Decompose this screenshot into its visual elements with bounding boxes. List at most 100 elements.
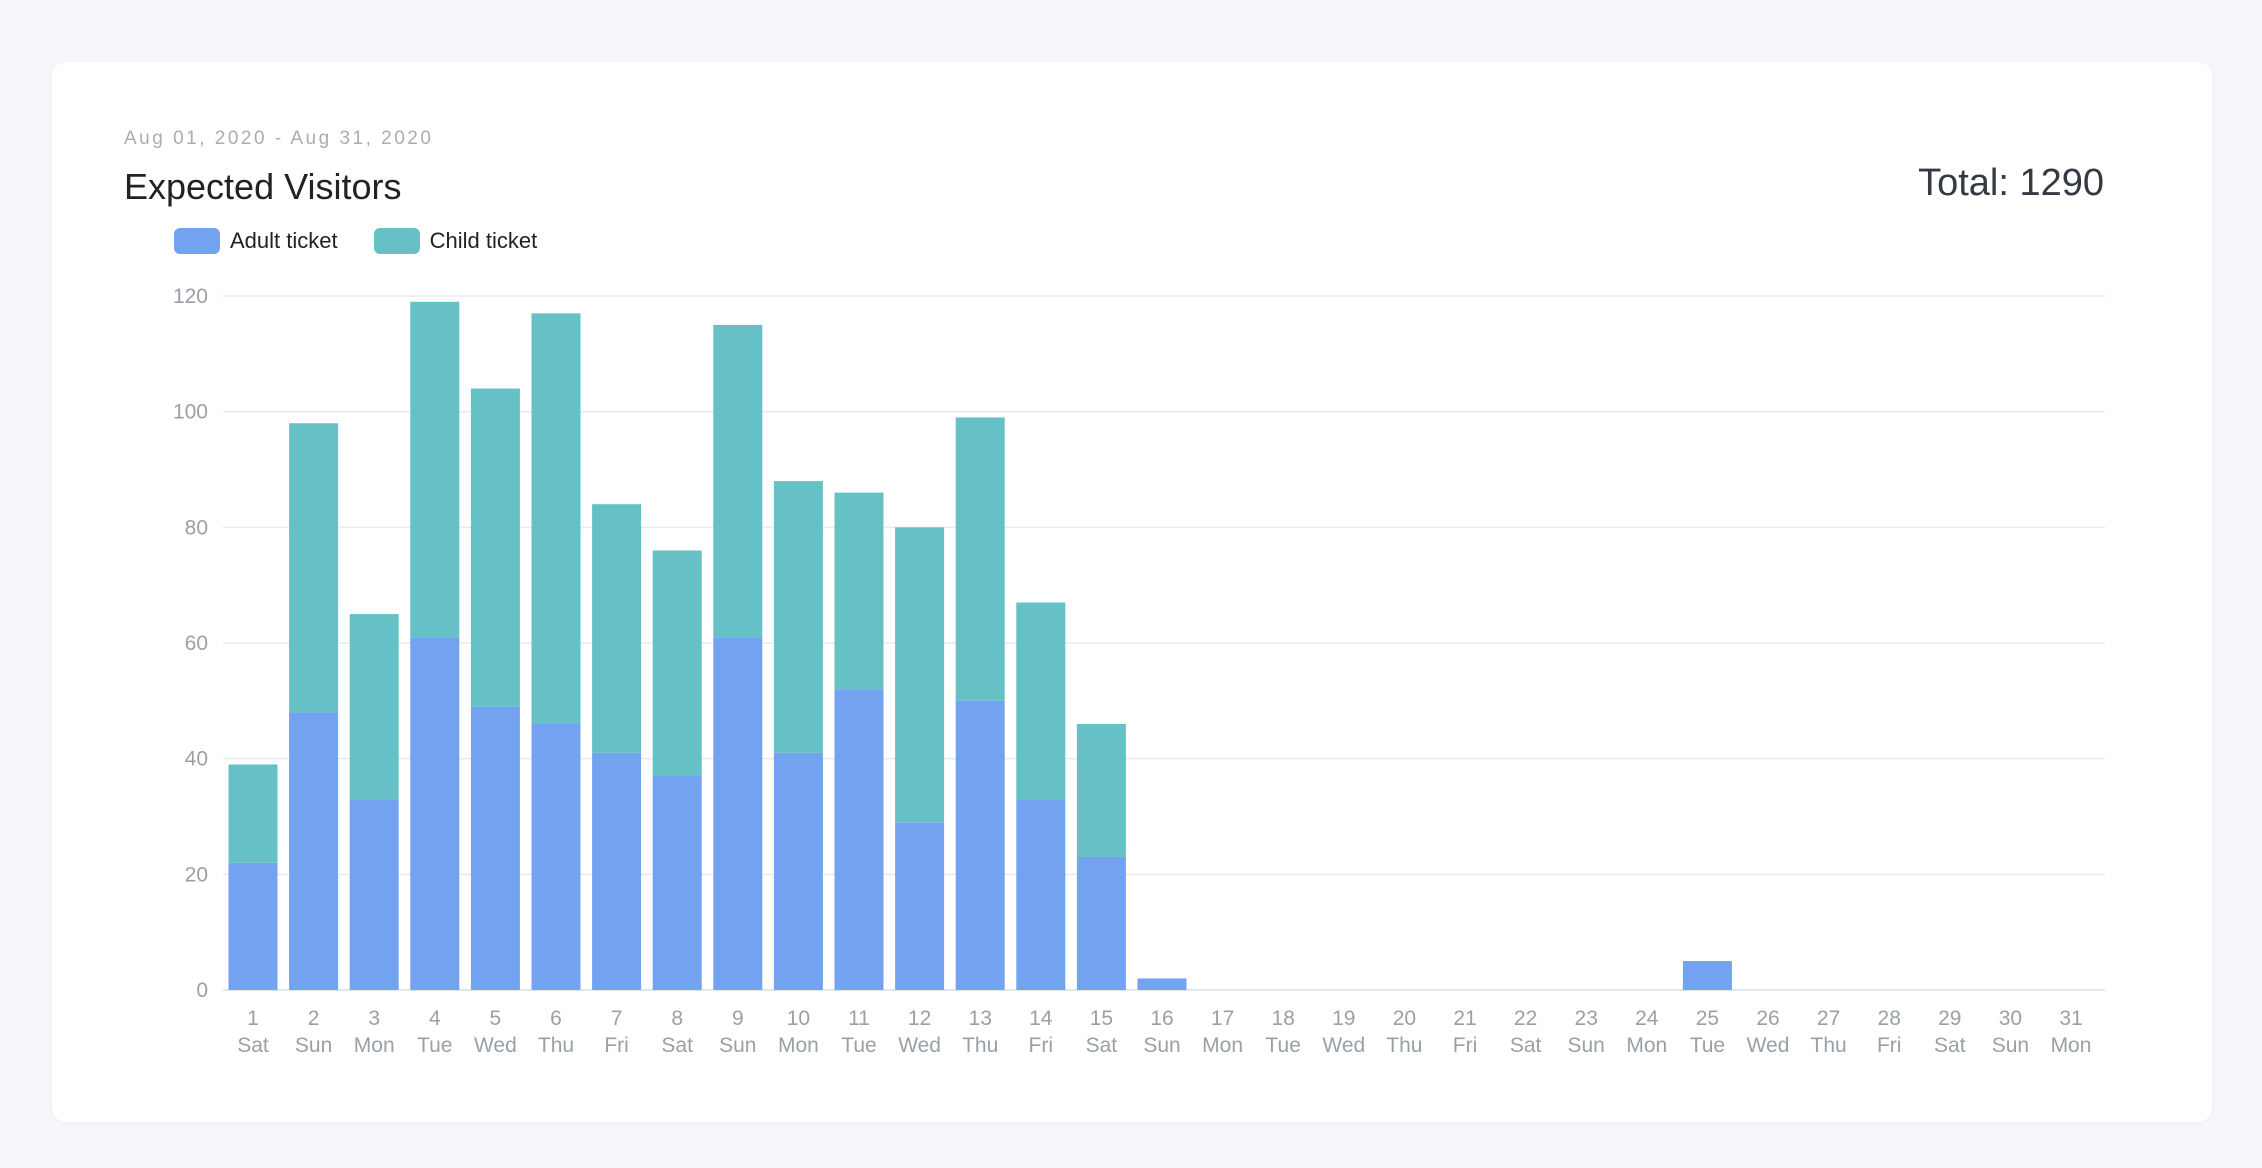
x-tick-weekday: Tue xyxy=(1690,1034,1725,1057)
x-tick-day: 3 xyxy=(368,1007,380,1030)
y-tick-label: 120 xyxy=(173,285,208,308)
bar-child-5[interactable] xyxy=(470,388,520,707)
y-tick-label: 60 xyxy=(185,632,208,655)
bar-adult-6[interactable] xyxy=(531,723,581,990)
x-tick-weekday: Sun xyxy=(719,1034,756,1057)
x-tick-day: 20 xyxy=(1393,1007,1416,1030)
bar-adult-13[interactable] xyxy=(955,700,1005,990)
x-tick-day: 12 xyxy=(908,1007,931,1030)
x-tick-weekday: Wed xyxy=(474,1034,517,1057)
legend-label-child: Child ticket xyxy=(429,228,538,253)
x-tick-weekday: Mon xyxy=(2051,1034,2092,1057)
x-tick-weekday: Fri xyxy=(1877,1034,1902,1057)
bar-child-11[interactable] xyxy=(834,492,884,690)
x-tick-day: 27 xyxy=(1817,1007,1840,1030)
y-tick-label: 0 xyxy=(196,979,208,1002)
legend-swatch-adult xyxy=(174,228,220,254)
x-tick-weekday: Tue xyxy=(1265,1034,1300,1057)
y-tick-label: 80 xyxy=(185,516,208,539)
bar-adult-14[interactable] xyxy=(1016,799,1066,990)
x-tick-day: 5 xyxy=(490,1007,502,1030)
total-visitors: Total: 1290 xyxy=(1918,162,2104,204)
bar-adult-4[interactable] xyxy=(410,637,460,990)
bar-child-10[interactable] xyxy=(773,481,823,753)
x-tick-weekday: Sat xyxy=(1934,1034,1966,1057)
x-tick-day: 23 xyxy=(1575,1007,1598,1030)
bar-child-14[interactable] xyxy=(1016,602,1066,800)
bar-child-12[interactable] xyxy=(895,527,945,823)
bar-adult-12[interactable] xyxy=(895,822,945,990)
x-tick-day: 2 xyxy=(308,1007,320,1030)
x-tick-weekday: Sat xyxy=(661,1034,693,1057)
legend-swatch-child xyxy=(373,228,420,254)
x-tick-weekday: Wed xyxy=(1747,1034,1790,1057)
bar-child-1[interactable] xyxy=(228,764,278,863)
x-tick-weekday: Mon xyxy=(778,1034,819,1057)
x-tick-weekday: Fri xyxy=(1453,1034,1478,1057)
legend: Adult ticket Child ticket xyxy=(174,228,537,254)
x-tick-day: 13 xyxy=(969,1007,992,1030)
x-tick-day: 25 xyxy=(1696,1007,1719,1030)
x-tick-day: 9 xyxy=(732,1007,744,1030)
x-tick-day: 10 xyxy=(787,1007,810,1030)
x-tick-weekday: Mon xyxy=(354,1034,395,1057)
bar-adult-2[interactable] xyxy=(289,712,339,990)
bar-adult-10[interactable] xyxy=(773,752,823,990)
x-tick-weekday: Fri xyxy=(1029,1034,1054,1057)
legend-item-adult[interactable]: Adult ticket xyxy=(174,228,338,254)
bar-child-13[interactable] xyxy=(955,417,1005,701)
x-tick-weekday: Sun xyxy=(295,1034,332,1057)
x-tick-weekday: Sat xyxy=(1086,1034,1118,1057)
x-tick-day: 16 xyxy=(1150,1007,1173,1030)
x-tick-day: 28 xyxy=(1878,1007,1901,1030)
x-tick-weekday: Sun xyxy=(1568,1034,1605,1057)
bar-adult-3[interactable] xyxy=(349,799,399,990)
date-range: Aug 01, 2020 - Aug 31, 2020 xyxy=(124,128,434,149)
bar-child-7[interactable] xyxy=(592,504,642,753)
x-tick-day: 1 xyxy=(247,1007,259,1030)
y-tick-label: 20 xyxy=(185,863,208,886)
bar-child-15[interactable] xyxy=(1076,723,1126,857)
bar-child-9[interactable] xyxy=(713,324,763,638)
x-tick-weekday: Wed xyxy=(898,1034,941,1057)
x-tick-day: 18 xyxy=(1272,1007,1295,1030)
bar-adult-1[interactable] xyxy=(228,862,278,990)
x-tick-weekday: Sat xyxy=(237,1034,269,1057)
bar-adult-9[interactable] xyxy=(713,637,763,990)
x-tick-day: 19 xyxy=(1332,1007,1355,1030)
bar-adult-11[interactable] xyxy=(834,689,884,990)
x-tick-day: 31 xyxy=(2059,1007,2082,1030)
x-tick-weekday: Sat xyxy=(1510,1034,1542,1057)
bar-adult-5[interactable] xyxy=(470,706,520,990)
x-tick-weekday: Sun xyxy=(1143,1034,1180,1057)
x-tick-weekday: Thu xyxy=(1386,1034,1422,1057)
bar-adult-16[interactable] xyxy=(1137,978,1187,990)
x-tick-day: 17 xyxy=(1211,1007,1234,1030)
x-tick-weekday: Thu xyxy=(962,1034,998,1057)
x-tick-weekday: Fri xyxy=(604,1034,629,1057)
x-tick-day: 21 xyxy=(1453,1007,1476,1030)
x-tick-day: 11 xyxy=(848,1007,870,1030)
bar-adult-7[interactable] xyxy=(592,752,642,990)
bar-adult-15[interactable] xyxy=(1076,856,1126,990)
bar-child-2[interactable] xyxy=(289,423,339,713)
x-tick-day: 29 xyxy=(1938,1007,1961,1030)
bar-child-3[interactable] xyxy=(349,614,399,800)
x-tick-day: 8 xyxy=(671,1007,683,1030)
bar-child-4[interactable] xyxy=(410,301,460,638)
bar-child-6[interactable] xyxy=(531,313,581,724)
x-tick-day: 26 xyxy=(1756,1007,1779,1030)
chart-title: Expected Visitors xyxy=(124,166,402,207)
legend-item-child[interactable]: Child ticket xyxy=(373,228,538,254)
x-tick-day: 14 xyxy=(1029,1007,1053,1030)
x-tick-day: 24 xyxy=(1635,1007,1659,1030)
bar-adult-8[interactable] xyxy=(652,776,702,990)
x-tick-day: 4 xyxy=(429,1007,441,1030)
x-tick-day: 15 xyxy=(1090,1007,1113,1030)
bar-adult-25[interactable] xyxy=(1682,961,1732,990)
x-tick-weekday: Thu xyxy=(538,1034,574,1057)
bar-child-8[interactable] xyxy=(652,550,702,777)
x-tick-weekday: Tue xyxy=(417,1034,452,1057)
x-tick-weekday: Sun xyxy=(1992,1034,2029,1057)
